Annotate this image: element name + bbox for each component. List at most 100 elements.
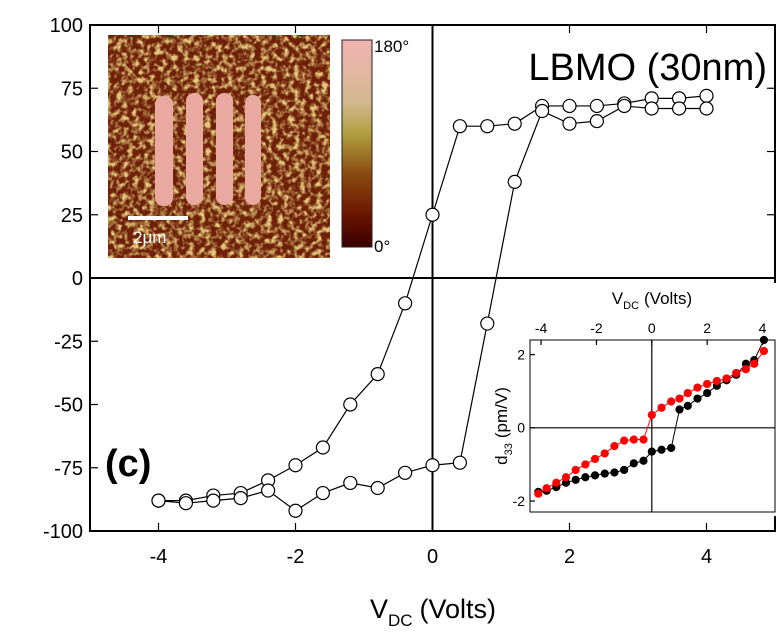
annotation: (c) xyxy=(105,443,151,485)
data-point xyxy=(562,116,577,131)
data-point xyxy=(683,388,692,398)
data-point xyxy=(315,485,330,501)
data-point xyxy=(667,397,676,406)
x-tick-label: 0 xyxy=(427,546,438,568)
inset-x-axis-label: VDC (Volts) xyxy=(612,289,692,312)
data-point xyxy=(589,114,605,129)
y-tick-label: -75 xyxy=(54,458,83,480)
data-point xyxy=(610,442,619,451)
data-point xyxy=(480,316,495,331)
data-point xyxy=(759,346,769,356)
y-tick-label: -100 xyxy=(43,521,83,543)
data-point xyxy=(610,468,619,477)
afm-stripe xyxy=(155,96,173,206)
data-point xyxy=(581,460,590,469)
data-point xyxy=(261,483,276,498)
data-point xyxy=(343,397,358,412)
data-point xyxy=(693,383,702,392)
data-point xyxy=(620,465,629,475)
x-tick-label: 0 xyxy=(648,320,656,336)
inset-y-axis-label-sub: 33 xyxy=(503,443,515,455)
x-tick-label: -4 xyxy=(535,320,548,336)
x-tick-label: 2 xyxy=(703,320,711,336)
data-point xyxy=(600,469,609,478)
data-point xyxy=(571,465,580,475)
plot: -4 -2 0 2 4 -100 -75 -50 -25 0 25 50 75 100 LBMO (30nm… xyxy=(43,15,776,568)
data-point xyxy=(206,493,221,508)
data-point xyxy=(667,443,676,453)
inset-y-axis-label: d33 (pm/V) xyxy=(492,387,515,465)
x-tick-label: -2 xyxy=(287,546,305,568)
data-point xyxy=(233,491,248,506)
data-point xyxy=(693,394,702,403)
inset-x-axis-label-sub: DC xyxy=(623,300,639,312)
scale-bar-label: 2μm xyxy=(133,228,166,247)
data-point xyxy=(703,388,712,398)
data-point xyxy=(657,403,666,412)
data-point xyxy=(425,458,440,473)
annotation: LBMO (30nm) xyxy=(528,47,767,89)
afm-stripe xyxy=(216,93,233,205)
y-tick-label: 25 xyxy=(61,205,83,227)
x-tick-label: -4 xyxy=(150,546,168,568)
y-tick-label: 75 xyxy=(61,78,83,100)
data-point xyxy=(699,101,714,116)
data-point xyxy=(581,473,590,482)
y-tick-label: 100 xyxy=(50,15,83,37)
data-point xyxy=(425,207,440,222)
afm-image: 2μm 180° 0° xyxy=(108,35,409,258)
data-point xyxy=(617,98,632,114)
data-point xyxy=(589,98,605,114)
plot-frame xyxy=(529,339,776,513)
data-point xyxy=(288,503,303,518)
data-point xyxy=(671,101,687,116)
data-point xyxy=(452,455,467,470)
afm-stripe xyxy=(245,95,261,205)
data-point xyxy=(590,454,600,464)
data-point xyxy=(732,368,741,378)
data-point xyxy=(722,374,731,383)
colorbar-max: 180° xyxy=(374,37,409,56)
data-point xyxy=(398,296,413,311)
y-tick-label: 50 xyxy=(61,142,83,164)
data-point xyxy=(657,445,666,454)
data-point xyxy=(590,471,600,480)
data-point xyxy=(315,440,330,455)
x-axis-label-sub: DC xyxy=(388,611,413,630)
y-tick-label: -2 xyxy=(513,493,526,509)
data-point xyxy=(178,496,193,511)
data-point xyxy=(370,367,385,382)
data-point xyxy=(644,101,659,116)
y-tick-label: 0 xyxy=(517,420,525,436)
data-point xyxy=(480,119,495,134)
data-point xyxy=(398,465,413,480)
afm-stripe xyxy=(186,93,203,205)
inset-x-axis-label-unit: (Volts) xyxy=(644,289,692,308)
inset-y-axis-label-unit: (pm/V) xyxy=(492,387,511,438)
data-point xyxy=(647,410,656,420)
x-axis-label-unit: (Volts) xyxy=(420,594,497,624)
inset-x-axis-label-main: V xyxy=(612,289,624,308)
data-point xyxy=(712,376,721,386)
data-point xyxy=(507,116,522,131)
data-point xyxy=(639,435,648,444)
data-point xyxy=(675,405,684,414)
y-tick-label: -50 xyxy=(54,395,83,417)
x-tick-label: 4 xyxy=(759,320,767,336)
data-point xyxy=(343,475,358,491)
data-point xyxy=(703,379,712,389)
data-point xyxy=(620,436,629,445)
x-tick-label: 2 xyxy=(564,546,575,568)
y-tick-label: 2 xyxy=(517,347,525,363)
data-point xyxy=(629,435,638,444)
data-point xyxy=(639,456,648,465)
x-tick-label: -2 xyxy=(590,320,603,336)
y-tick-label: -25 xyxy=(54,331,83,353)
data-point xyxy=(699,88,714,103)
x-axis-label: VDC (Volts) xyxy=(370,594,496,630)
x-axis-label-main: V xyxy=(370,594,388,624)
data-point xyxy=(675,394,684,403)
data-point xyxy=(571,475,580,484)
plot: -4 -2 0 2 4 -2 0 2 xyxy=(513,320,776,513)
